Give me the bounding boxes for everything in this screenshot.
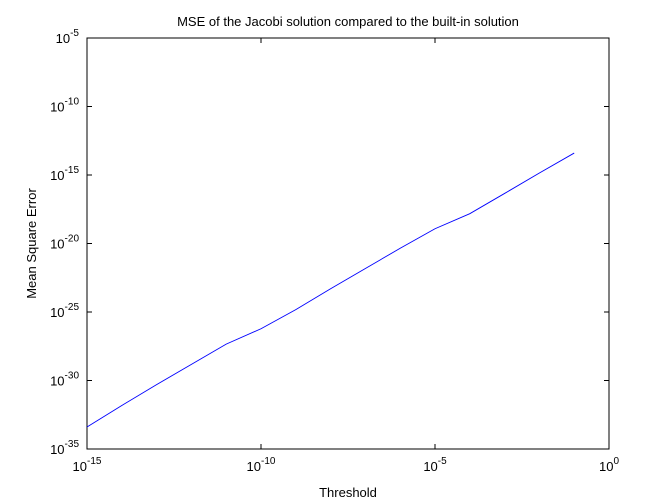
chart-title: MSE of the Jacobi solution compared to t… <box>177 14 519 29</box>
series-layer <box>86 152 575 428</box>
y-ticks: 10-35 10-30 10-25 10-20 10-15 10-10 10-5 <box>50 28 609 457</box>
y-tick-label: 10-15 <box>50 165 79 183</box>
y-axis-label: Mean Square Error <box>24 188 39 299</box>
x-tick-label: 10-10 <box>247 456 276 474</box>
x-tick-label: 10-15 <box>73 456 102 474</box>
y-tick-label: 10-20 <box>50 234 79 252</box>
x-tick-label: 10-5 <box>423 456 447 474</box>
y-tick-label: 10-35 <box>50 439 79 457</box>
x-axis-label: Threshold <box>319 485 377 500</box>
x-ticks: 10-15 10-10 10-5 100 <box>73 38 619 474</box>
plot-area <box>86 37 610 450</box>
y-tick-label: 10-5 <box>56 28 80 46</box>
x-tick-label: 100 <box>599 456 619 474</box>
y-tick-label: 10-10 <box>50 97 79 115</box>
series-line <box>86 152 575 428</box>
y-tick-label: 10-30 <box>50 371 79 389</box>
y-tick-label: 10-25 <box>50 302 79 320</box>
